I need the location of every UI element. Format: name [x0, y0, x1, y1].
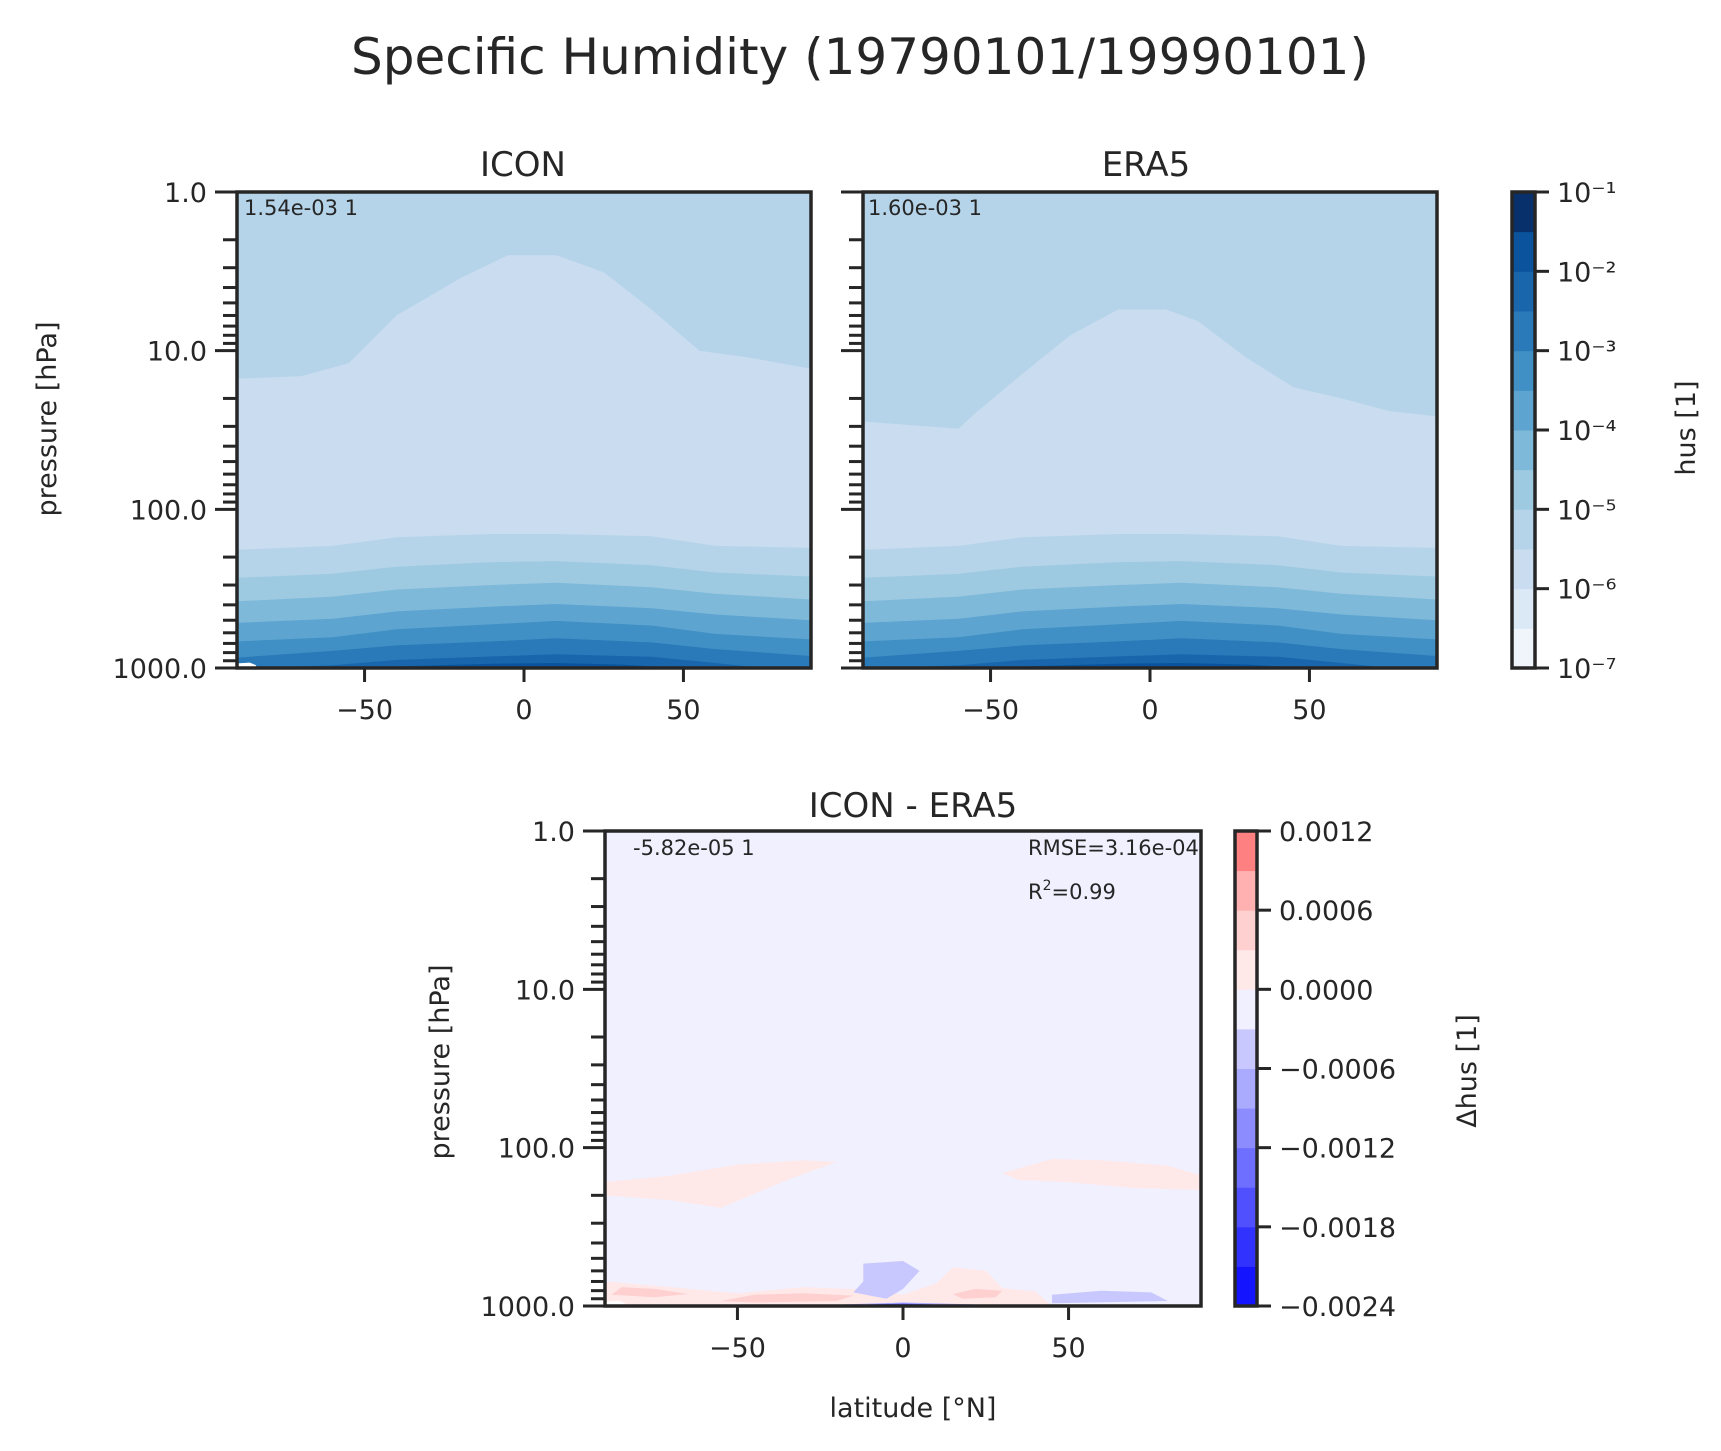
- contour-band: [252, 654, 764, 668]
- x-tick-label: 0: [515, 695, 532, 726]
- colorbar-swatch: [1512, 311, 1535, 352]
- colorbar-tick-label: −0.0012: [1279, 1134, 1396, 1165]
- plot-frame: [603, 829, 1203, 1308]
- colorbar-tick-label: 10⁻⁴: [1557, 416, 1616, 447]
- colorbar-swatch: [1235, 1068, 1257, 1109]
- y-tick-label: 100.0: [130, 495, 207, 526]
- colorbar-tick-label: 10⁻²: [1557, 257, 1616, 288]
- contour-band: [1052, 1290, 1168, 1304]
- hus-colorbar-label: hus [1]: [1671, 380, 1702, 475]
- contour-band: [720, 1293, 854, 1303]
- colorbar-swatch: [1512, 192, 1535, 233]
- colorbar-swatch: [1512, 231, 1535, 272]
- colorbar-swatch: [1235, 870, 1257, 911]
- contour-band: [611, 1287, 688, 1298]
- colorbar-swatch: [1235, 1266, 1257, 1307]
- colorbar-swatch: [1235, 949, 1257, 990]
- difference-colorbar-label: Δhus [1]: [1452, 1014, 1483, 1128]
- colorbar-tick-label: 10⁻¹: [1557, 178, 1616, 209]
- y-tick-label: 10.0: [515, 975, 575, 1006]
- colorbar-swatch: [1512, 430, 1535, 471]
- colorbar-swatch: [1512, 350, 1535, 391]
- colorbar-tick-label: 10⁻⁵: [1557, 495, 1616, 526]
- colorbar-swatch: [1235, 1108, 1257, 1149]
- y-tick-label: 100.0: [498, 1134, 575, 1165]
- x-tick-label: 0: [1141, 695, 1158, 726]
- colorbar-swatch: [1235, 910, 1257, 951]
- r2-annotation: R2=0.99: [1028, 878, 1116, 904]
- colorbar-swatch: [1512, 390, 1535, 431]
- plot-frame: [235, 190, 813, 670]
- y-tick-label: 1.0: [164, 178, 207, 209]
- colorbar-swatch: [1512, 509, 1535, 550]
- era5-panel-title: ERA5: [1102, 145, 1191, 185]
- colorbar-swatch: [1512, 549, 1535, 590]
- colorbar-swatch: [1235, 1028, 1257, 1069]
- colorbar-tick-label: −0.0024: [1279, 1292, 1396, 1323]
- plot-frame: [861, 190, 1439, 670]
- colorbar-tick-label: 10⁻⁷: [1557, 654, 1616, 685]
- colorbar-tick-label: 10⁻⁶: [1557, 575, 1616, 606]
- era5-panel: −50 0 50: [841, 190, 1439, 726]
- contour-band: [853, 1261, 920, 1299]
- r2-letter: R: [1028, 880, 1043, 904]
- y-tick-label: 1000.0: [113, 654, 207, 685]
- colorbar-swatch: [1512, 588, 1535, 629]
- colorbar-tick-label: 0.0012: [1279, 817, 1373, 848]
- colorbar-tick-label: 10⁻³: [1557, 337, 1616, 368]
- y-tick-label: 1.0: [532, 817, 575, 848]
- difference-panel: 1.0 10.0 100.0 1000.0 −50 0 50: [481, 817, 1203, 1364]
- difference-xlabel: latitude [°N]: [830, 1393, 997, 1424]
- difference-panel-title: ICON - ERA5: [809, 786, 1017, 826]
- r2-superscript: 2: [1043, 878, 1052, 894]
- y-tick-label: 10.0: [147, 337, 207, 368]
- icon-panel: 1.0 10.0 100.0 1000.0 −50 0 50: [113, 178, 813, 726]
- icon-annotation: 1.54e-03 1: [244, 196, 358, 220]
- difference-annotation: -5.82e-05 1: [633, 836, 755, 860]
- colorbar-swatch: [1235, 831, 1257, 872]
- colorbar-swatch: [1512, 271, 1535, 312]
- x-tick-label: 50: [1051, 1333, 1085, 1364]
- icon-panel-title: ICON: [480, 145, 566, 185]
- x-tick-label: −50: [962, 695, 1019, 726]
- contour-band: [605, 1267, 1052, 1306]
- x-tick-label: −50: [336, 695, 393, 726]
- colorbar-tick-label: 0.0000: [1279, 975, 1373, 1006]
- x-tick-label: 50: [1292, 695, 1326, 726]
- colorbar-swatch: [1235, 1187, 1257, 1228]
- colorbar-swatch: [1235, 1147, 1257, 1188]
- colorbar-tick-label: 0.0006: [1279, 896, 1373, 927]
- figure-suptitle: Specific Humidity (19790101/19990101): [351, 28, 1369, 86]
- x-tick-label: 0: [894, 1333, 911, 1364]
- contour-band: [605, 1160, 837, 1208]
- hus-colorbar: 10⁻¹ 10⁻² 10⁻³ 10⁻⁴ 10⁻⁵ 10⁻⁶ 10⁻⁷: [1510, 178, 1616, 685]
- era5-annotation: 1.60e-03 1: [868, 196, 982, 220]
- y-tick-label: 1000.0: [481, 1292, 575, 1323]
- x-tick-label: 50: [666, 695, 700, 726]
- contour-band: [952, 1288, 1003, 1299]
- colorbar-swatch: [1235, 989, 1257, 1030]
- difference-colorbar: 0.0012 0.0006 0.0000 −0.0006 −0.0012 −0.0018 −…: [1233, 817, 1396, 1323]
- rmse-annotation: RMSE=3.16e-04: [1028, 836, 1199, 860]
- colorbar-swatch: [1512, 469, 1535, 510]
- colorbar-swatch: [1235, 1226, 1257, 1267]
- contour-band: [1002, 1159, 1201, 1190]
- r2-value: =0.99: [1052, 880, 1116, 904]
- x-tick-label: −50: [709, 1333, 766, 1364]
- difference-ylabel: pressure [hPa]: [425, 965, 456, 1160]
- colorbar-swatch: [1512, 628, 1535, 669]
- colorbar-tick-label: −0.0018: [1279, 1213, 1396, 1244]
- icon-ylabel: pressure [hPa]: [32, 322, 63, 517]
- colorbar-tick-label: −0.0006: [1279, 1055, 1396, 1086]
- contour-band: [878, 654, 1390, 668]
